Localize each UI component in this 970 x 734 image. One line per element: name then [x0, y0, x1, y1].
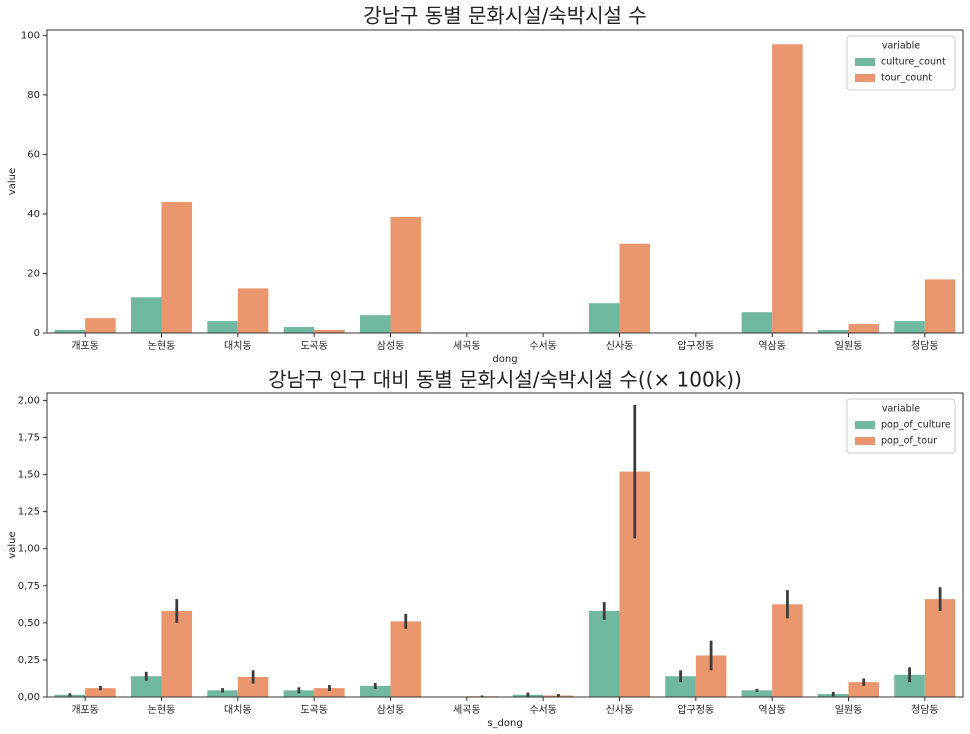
x-tick-label: 압구정동	[677, 339, 714, 352]
y-tick-label: 0,50	[18, 618, 40, 629]
y-tick-label: 0,25	[18, 655, 40, 666]
bar	[741, 690, 773, 697]
x-tick-label: 수서동	[529, 340, 557, 352]
legend-label: culture_count	[881, 57, 946, 68]
bar	[848, 682, 880, 697]
bar	[894, 674, 925, 697]
y-tick-label: 0,00	[18, 692, 40, 703]
bar	[130, 297, 162, 333]
plot-frame	[46, 29, 964, 334]
bar	[85, 318, 116, 333]
x-tick-label: 세곡동	[453, 340, 481, 352]
bar	[130, 676, 162, 697]
bar	[741, 312, 773, 333]
bar	[161, 610, 193, 697]
x-tick-label: 삼성동	[377, 340, 405, 352]
bar	[894, 321, 925, 333]
bar	[207, 321, 238, 333]
x-tick-label: 세곡동	[453, 704, 481, 716]
bar	[817, 330, 849, 333]
bar	[619, 243, 651, 333]
x-tick-label: 수서동	[529, 704, 557, 716]
bar	[314, 688, 345, 697]
bar	[283, 327, 315, 333]
x-axis-label: s_dong	[487, 718, 522, 729]
y-axis-label: value	[7, 168, 18, 195]
x-tick-label: 대치동	[224, 340, 252, 352]
x-tick-label: 대치동	[224, 704, 252, 716]
x-tick-label: 일원동	[835, 340, 863, 352]
bar	[161, 202, 193, 333]
y-tick-label: 80	[27, 90, 40, 101]
bar	[665, 676, 696, 697]
legend-label: tour_count	[881, 73, 932, 84]
legend-label: pop_of_culture	[881, 420, 951, 431]
x-tick-label: 개포동	[71, 704, 99, 716]
y-tick-label: 0	[34, 328, 40, 339]
x-tick-label: 도곡동	[300, 704, 328, 716]
x-tick-label: 삼성동	[377, 704, 405, 716]
bar	[237, 288, 269, 333]
x-tick-label: 신사동	[606, 340, 634, 352]
bar	[772, 604, 803, 697]
legend-swatch	[855, 421, 875, 429]
x-tick-label: 청담동	[911, 704, 939, 716]
y-tick-label: 40	[27, 209, 40, 220]
chart-title: 강남구 인구 대비 동별 문화시설/숙박시설 수((× 100k))	[268, 368, 742, 392]
chart-title: 강남구 동별 문화시설/숙박시설 수	[363, 4, 646, 28]
bar	[924, 279, 956, 333]
bar	[848, 324, 880, 333]
x-axis-label: dong	[492, 354, 517, 365]
x-tick-label: 논현동	[148, 704, 176, 716]
y-tick-label: 2,00	[18, 395, 40, 406]
y-axis-label: value	[7, 531, 18, 558]
legend-title: variable	[882, 404, 920, 415]
y-tick-label: 1,00	[18, 544, 40, 555]
y-tick-label: 100	[21, 30, 40, 41]
bar	[54, 330, 86, 333]
bar	[314, 330, 345, 333]
bar	[390, 216, 422, 333]
x-tick-label: 신사동	[606, 704, 634, 716]
y-tick-label: 20	[27, 268, 40, 279]
x-tick-label: 일원동	[835, 704, 863, 716]
y-tick-label: 60	[27, 149, 40, 160]
x-tick-label: 청담동	[911, 340, 939, 352]
bar	[390, 621, 422, 697]
bar	[85, 688, 116, 697]
bar	[772, 44, 803, 334]
bar	[283, 690, 315, 697]
x-tick-label: 압구정동	[677, 703, 714, 716]
bar	[237, 676, 269, 697]
bar	[359, 315, 391, 333]
x-tick-label: 개포동	[71, 340, 99, 352]
legend-swatch	[855, 58, 875, 66]
bar	[588, 610, 620, 697]
plot-frame	[46, 392, 964, 698]
bar	[359, 685, 391, 697]
y-tick-label: 1,50	[18, 470, 40, 481]
x-tick-label: 역삼동	[758, 704, 786, 716]
x-tick-label: 도곡동	[300, 340, 328, 352]
x-tick-label: 역삼동	[758, 340, 786, 352]
legend-swatch	[855, 437, 875, 445]
legend-title: variable	[882, 41, 920, 52]
y-tick-label: 1,75	[18, 432, 40, 443]
bar	[588, 303, 620, 333]
y-tick-label: 0,75	[18, 581, 40, 592]
legend-label: pop_of_tour	[881, 436, 937, 447]
y-tick-label: 1,25	[18, 507, 40, 518]
x-tick-label: 논현동	[148, 340, 176, 352]
bar	[207, 690, 238, 697]
bar	[924, 599, 956, 697]
legend-swatch	[855, 74, 875, 82]
